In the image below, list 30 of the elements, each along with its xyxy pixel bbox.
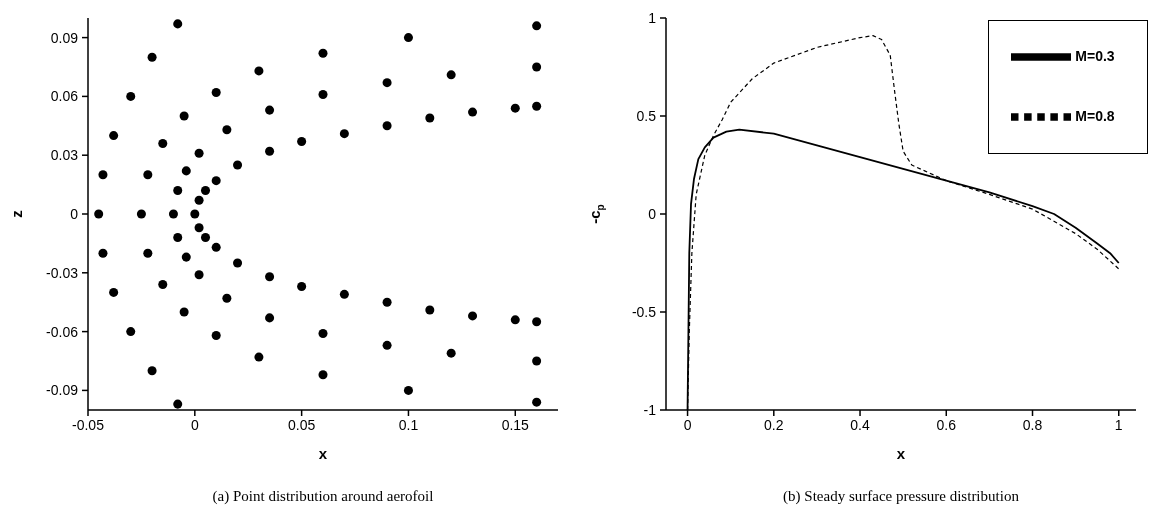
y-tick-label: -0.5 bbox=[631, 303, 657, 320]
x-tick-label: 0.1 bbox=[398, 416, 419, 433]
x-tick-label: 0.15 bbox=[501, 416, 530, 433]
x-axis-title: x bbox=[896, 444, 906, 462]
x-tick-label: 0.05 bbox=[288, 416, 316, 433]
x-tick-label: 0.4 bbox=[850, 416, 870, 433]
y-tick-label: 0.5 bbox=[636, 107, 657, 124]
y-tick-label: 1 bbox=[648, 9, 657, 26]
y-tick-label: 0 bbox=[70, 205, 79, 222]
x-tick-label: 0.2 bbox=[764, 416, 784, 433]
x-tick-label: 0 bbox=[190, 416, 199, 433]
y-tick-label: -0.03 bbox=[46, 264, 79, 281]
y-tick-label: 0.06 bbox=[50, 88, 79, 105]
x-tick-label: 1 bbox=[1114, 416, 1123, 433]
y-tick-label: -0.06 bbox=[46, 323, 79, 340]
legend-label: M=0.3 bbox=[1075, 47, 1115, 64]
x-tick-label: 0.8 bbox=[1022, 416, 1043, 433]
x-tick-label: 0.6 bbox=[936, 416, 957, 433]
y-tick-label: -1 bbox=[643, 401, 657, 418]
y-axis-title: z bbox=[7, 210, 25, 218]
y-tick-label: -0.09 bbox=[46, 382, 79, 399]
y-tick-label: 0.03 bbox=[50, 147, 79, 164]
x-axis-title: x bbox=[318, 444, 328, 462]
x-tick-label: -0.05 bbox=[72, 416, 105, 433]
y-tick-label: 0.09 bbox=[50, 29, 79, 46]
text: (a) Point distribution around aerofoil bbox=[211, 488, 435, 505]
text: (b) Steady surface pressure distribution bbox=[782, 488, 1020, 505]
x-tick-label: 0 bbox=[683, 416, 692, 433]
y-tick-label: 0 bbox=[648, 205, 657, 222]
legend-label: M=0.8 bbox=[1075, 107, 1115, 124]
